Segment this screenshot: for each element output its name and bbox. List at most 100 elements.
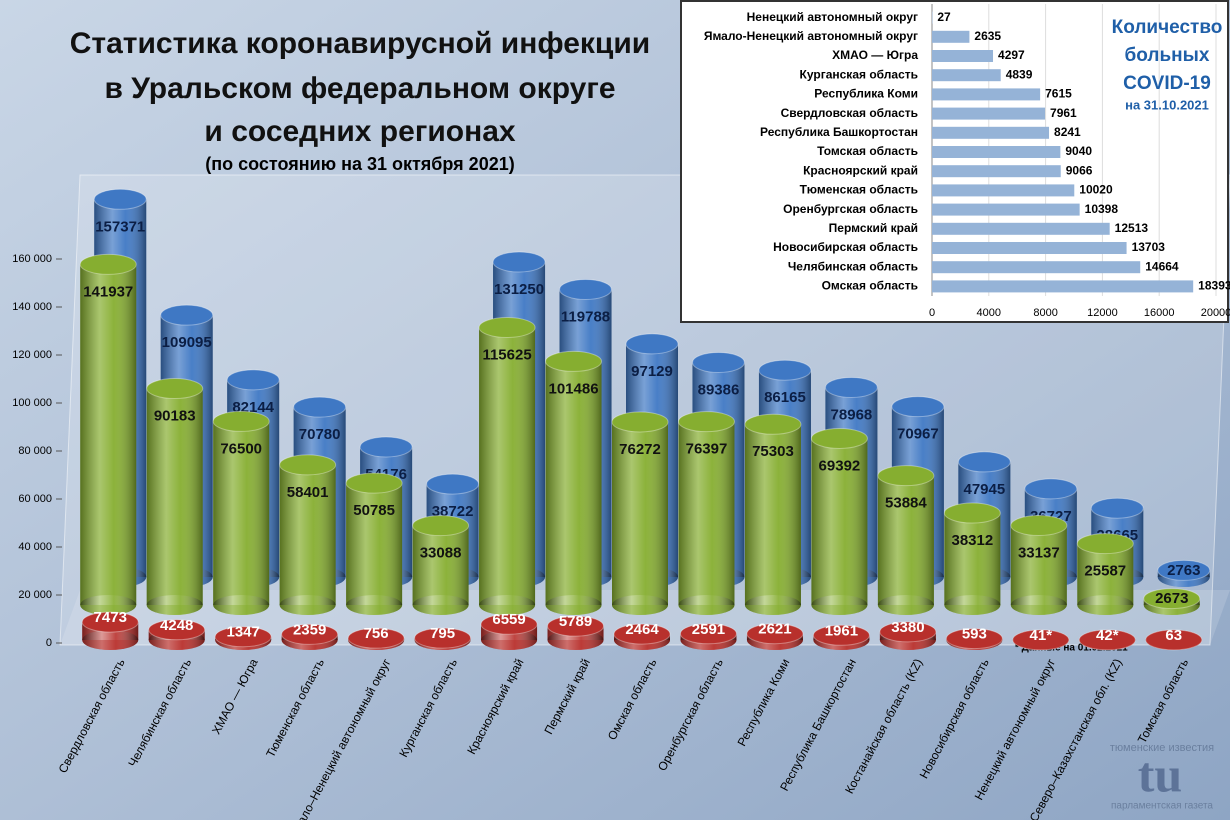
cylinder-top: [945, 628, 1003, 650]
cylinder-top: [279, 454, 337, 476]
cylinder-shade: [678, 421, 735, 605]
bar: [932, 280, 1194, 293]
cylinder-top: [1145, 629, 1203, 651]
cylinder-shade: [612, 421, 668, 605]
y-tick-label: 20 000: [18, 589, 52, 601]
bar: [932, 165, 1061, 178]
cylinder-shade: [213, 421, 270, 605]
value-label: 70967: [897, 426, 939, 443]
bar: [932, 261, 1141, 274]
y-tick-label: 0: [46, 637, 52, 649]
cylinder-shade: [412, 525, 469, 605]
inset-title: COVID-19: [1123, 73, 1211, 94]
y-tick-label: Свердловская область: [781, 106, 918, 120]
cylinder: [1157, 559, 1211, 587]
value-label: 2635: [974, 29, 1001, 43]
cylinder: [81, 611, 139, 650]
cylinder-top: [492, 251, 546, 273]
cylinder-top: [1012, 629, 1070, 651]
value-label: 7615: [1045, 87, 1072, 101]
value-label: 18393: [1198, 279, 1230, 293]
value-label: 4297: [998, 48, 1025, 62]
value-label: 63: [1165, 627, 1182, 644]
y-tick-label: Оренбургская область: [783, 202, 918, 216]
cylinder-top: [613, 623, 671, 645]
y-tick-label: Республика Коми: [814, 87, 918, 101]
cylinder: [478, 317, 536, 615]
cylinder-top: [810, 427, 868, 449]
cylinder: [945, 628, 1003, 650]
x-tick-label: 8000: [1033, 307, 1057, 319]
cylinder-top: [293, 396, 347, 418]
value-label: 58401: [287, 484, 329, 501]
y-tick-label: Новосибирская область: [773, 240, 918, 254]
cylinder-top: [677, 411, 735, 433]
x-tick-label: 20000: [1201, 307, 1230, 319]
cylinder-top: [877, 465, 935, 487]
cylinder: [613, 623, 671, 650]
bar: [932, 203, 1080, 216]
value-label: 53884: [885, 495, 927, 512]
inset-title: Количество: [1112, 17, 1223, 38]
value-label: 7961: [1050, 106, 1077, 120]
value-label: 25587: [1084, 563, 1126, 580]
bar: [932, 30, 970, 43]
cylinder: [1010, 514, 1068, 615]
value-label: 795: [430, 625, 455, 642]
cylinder-shade: [545, 361, 602, 605]
cylinder: [148, 619, 206, 650]
cylinder: [345, 472, 403, 615]
cylinder-top: [1157, 559, 1211, 581]
value-label: 119788: [561, 308, 610, 325]
y-tick-label: 100 000: [12, 397, 52, 409]
cylinder-top: [679, 623, 737, 645]
value-label: 131250: [494, 281, 544, 298]
value-label: 2591: [692, 621, 725, 638]
cylinder: [480, 613, 538, 650]
value-label: 101486: [548, 380, 598, 397]
value-label: 7473: [94, 609, 127, 626]
x-tick-label: 4000: [977, 307, 1001, 319]
cylinder-shade: [811, 438, 868, 605]
logo: тюменские известия tu парламентская газе…: [1110, 742, 1214, 812]
cylinder: [1143, 588, 1201, 615]
value-label: 1347: [226, 624, 259, 641]
value-label: 4839: [1006, 67, 1033, 81]
chart-title: в Уральском федеральном округе: [104, 72, 615, 105]
value-label: 109095: [162, 334, 212, 351]
cylinder: [212, 410, 270, 615]
value-label: 1961: [825, 622, 858, 639]
value-label: 141937: [83, 283, 133, 300]
y-tick-label: Республика Башкортостан: [760, 125, 918, 139]
cylinder-shade: [1010, 525, 1067, 605]
cylinder-top: [1090, 497, 1144, 519]
cylinder: [877, 465, 935, 615]
cylinder-shade: [146, 388, 203, 605]
cylinder-top: [480, 613, 538, 635]
value-label: 69392: [819, 457, 861, 474]
value-label: 33088: [420, 545, 462, 562]
cylinder: [1076, 533, 1134, 615]
cylinder-top: [824, 376, 878, 398]
cylinder-top: [545, 350, 603, 372]
y-tick-label: Ямало-Ненецкий автономный округ: [704, 29, 918, 43]
cylinder: [679, 623, 737, 650]
cylinder-top: [559, 279, 613, 301]
bar: [932, 184, 1075, 197]
cylinder: [812, 624, 870, 650]
value-label: 12513: [1115, 221, 1149, 235]
cylinder: [347, 627, 405, 650]
value-label: 41*: [1030, 627, 1053, 644]
cylinder: [146, 378, 204, 615]
cylinder-top: [758, 359, 812, 381]
cylinder-top: [744, 413, 802, 435]
bar: [932, 69, 1001, 82]
cylinder: [1145, 629, 1203, 651]
cylinder-top: [281, 623, 339, 645]
inset-title: на 31.10.2021: [1125, 97, 1209, 112]
chart-subtitle: (по состоянию на 31 октября 2021): [205, 154, 514, 174]
logo-top: тюменские известия: [1110, 742, 1214, 754]
cylinder-top: [214, 626, 272, 648]
